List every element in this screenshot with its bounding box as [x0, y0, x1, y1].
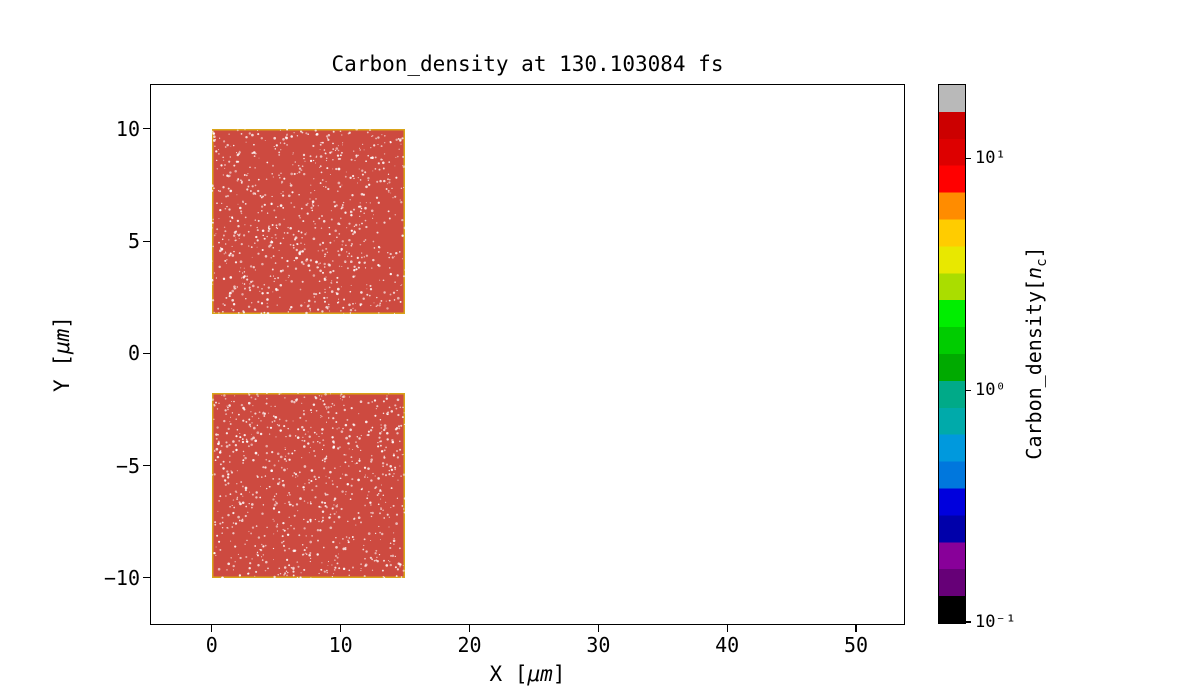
colorbar-tick-label: 10⁰ [975, 380, 1006, 401]
y-tick-label: 0 [127, 341, 140, 366]
x-axis-unit: μm [527, 662, 553, 686]
x-tick-label: 30 [586, 633, 611, 657]
y-axis-label-post: ] [50, 316, 74, 329]
colorbar-tick-label: 10¹ [975, 148, 1006, 169]
colorbar [938, 84, 966, 624]
x-tick-mark [211, 625, 213, 632]
x-tick-mark [726, 625, 728, 632]
x-tick-mark [468, 625, 471, 632]
colorbar-label: Carbon_density[nc] [1022, 246, 1054, 459]
x-tick-label: 0 [205, 633, 218, 657]
colorbar-label-sub: c [1034, 258, 1050, 267]
lower-target-slab-speckle [211, 392, 405, 578]
upper-target-slab [211, 128, 405, 314]
x-tick-label: 20 [457, 633, 482, 657]
x-tick-mark [340, 625, 342, 632]
x-axis-label-pre: X [ [489, 662, 528, 686]
x-tick-mark [855, 625, 857, 632]
y-tick-label: −10 [103, 565, 140, 590]
x-axis-label-post: ] [552, 662, 566, 686]
y-tick-mark [143, 577, 150, 579]
y-tick-mark [143, 352, 150, 354]
y-tick-mark [143, 465, 150, 467]
x-tick-label: 40 [715, 633, 740, 657]
y-tick-label: 10 [115, 116, 140, 141]
colorbar-label-pre: Carbon_density[ [1022, 278, 1046, 460]
x-tick-label: 50 [843, 633, 869, 657]
x-axis-label: X [μm] [150, 662, 905, 686]
x-tick-label: 10 [328, 633, 353, 657]
colorbar-label-post: ] [1022, 246, 1046, 259]
colorbar-tick-mark [965, 389, 971, 391]
y-tick-label: −5 [115, 453, 140, 478]
colorbar-tick-mark [965, 157, 971, 159]
lower-target-slab [211, 392, 405, 578]
colorbar-tick-mark [965, 621, 971, 623]
x-tick-mark [597, 625, 599, 632]
y-tick-mark [143, 128, 150, 130]
upper-target-slab-speckle [211, 128, 405, 314]
chart-title: Carbon_density at 130.103084 fs [331, 52, 724, 76]
colorbar-tick-label: 10⁻¹ [975, 612, 1016, 632]
colorbar-label-var: n [1022, 266, 1046, 279]
plot-area [150, 84, 905, 625]
y-tick-label: 5 [127, 229, 140, 254]
y-tick-mark [143, 240, 150, 242]
